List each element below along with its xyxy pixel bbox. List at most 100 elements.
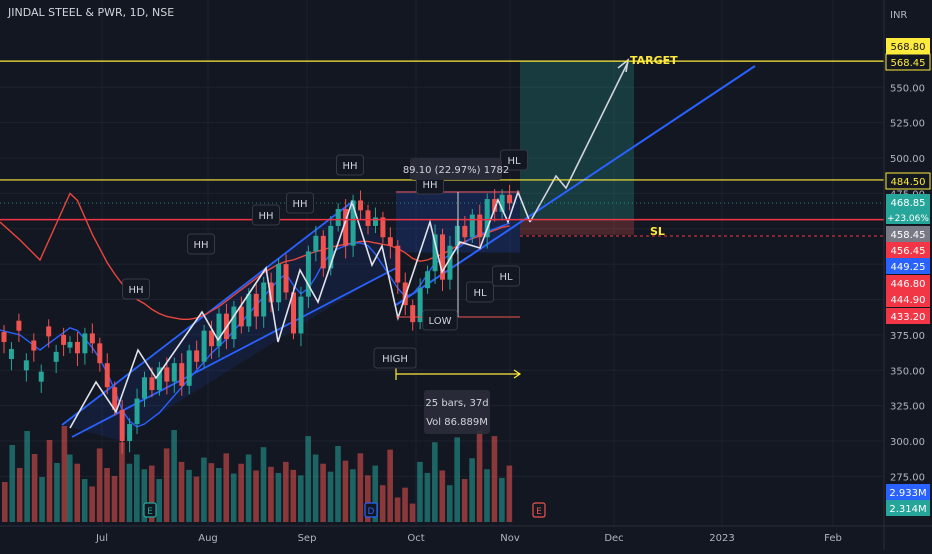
volume-bar: [67, 454, 73, 522]
volume-bar: [491, 436, 498, 522]
volume-bar: [424, 472, 431, 522]
volume-bar: [297, 475, 304, 522]
volume-bar: [81, 479, 88, 522]
volume-bar: [320, 463, 326, 522]
volume-bar: [439, 470, 446, 522]
symbol-title: JINDAL STEEL & PWR, 1D, NSE: [8, 6, 175, 19]
x-tick-label: Aug: [198, 533, 218, 544]
y-tick-label: 550.00: [890, 83, 925, 94]
bars-label: 25 bars, 37d: [425, 398, 488, 409]
swing-label-bg: [187, 233, 215, 255]
swing-label-bg: [492, 265, 520, 287]
swing-label: HH: [258, 211, 273, 222]
candle-body: [238, 306, 244, 327]
candle-body: [469, 214, 475, 238]
candle-body: [38, 371, 44, 382]
volume-bar: [193, 476, 200, 522]
candle-body: [343, 208, 349, 246]
candle-body: [454, 225, 460, 246]
stop-zone: [520, 220, 634, 235]
volume-bar: [417, 461, 423, 522]
event-marker-label: E: [536, 507, 542, 517]
price-tag: 458.45: [891, 230, 926, 241]
volume-bar: [171, 430, 177, 522]
x-tick-label: Oct: [407, 533, 424, 544]
volume-bar: [111, 476, 118, 522]
candle-body: [298, 296, 304, 334]
candle-body: [23, 360, 29, 371]
candle-body: [447, 245, 453, 280]
channel-lower-line: [71, 265, 401, 438]
price-tag: 444.90: [891, 295, 926, 306]
event-marker-label: D: [368, 507, 375, 517]
candle-body: [276, 264, 282, 303]
price-tag: 456.45: [891, 246, 926, 257]
volume-bar: [476, 430, 483, 522]
price-tag-bg: [886, 38, 930, 54]
change-tag-bg: [886, 210, 930, 224]
swing-label: LOW: [429, 316, 452, 327]
candle-body: [253, 293, 259, 317]
swing-label-bg: [336, 154, 364, 176]
swing-label-bg: [422, 309, 458, 331]
volume-bar: [312, 454, 319, 522]
candle-body: [231, 306, 237, 340]
swing-label-bg: [373, 347, 417, 369]
price-tag-bg: [886, 258, 930, 274]
swing-label-bg: [252, 204, 280, 226]
y-tick-label: 375.00: [890, 331, 925, 342]
candle-body: [499, 194, 505, 212]
candle-body: [305, 251, 311, 297]
candle-body: [350, 200, 356, 246]
candle-body: [119, 409, 125, 441]
volume-tag: 2.314M: [889, 504, 926, 515]
volume-bar: [365, 475, 371, 522]
y-tick-label: 525.00: [890, 119, 925, 130]
candle-body: [216, 313, 222, 347]
price-tag-bg: [886, 226, 930, 242]
volume-bar: [201, 457, 207, 522]
volume-bar: [335, 445, 341, 522]
price-tag-bg: [886, 194, 930, 210]
candle-body: [462, 225, 468, 238]
volume-bar: [54, 463, 60, 522]
volume-bar: [327, 471, 334, 522]
price-tag: 484.50: [891, 177, 926, 188]
candle-body: [171, 363, 177, 382]
volume-bar: [268, 466, 274, 522]
candle-body: [335, 208, 341, 226]
candle-body: [477, 214, 483, 238]
volume-bar: [372, 465, 379, 522]
price-tag-bg: [886, 308, 930, 324]
volume-bar: [454, 437, 460, 522]
measure-label: 89.10 (22.97%) 1782: [403, 165, 509, 176]
volume-tag-bg: [886, 500, 930, 516]
volume-bar: [379, 485, 386, 522]
candle-body: [440, 234, 445, 280]
volume-label: Vol 86.889M: [426, 417, 488, 428]
volume-bar: [402, 487, 408, 522]
volume-bar: [156, 479, 162, 522]
swing-label: HIGH: [382, 354, 408, 365]
price-tag-bg: [886, 275, 930, 291]
candle-body: [492, 199, 498, 212]
candle-body: [31, 340, 37, 351]
price-tag: 446.80: [891, 279, 926, 290]
volume-bar: [260, 447, 267, 522]
volume-bar: [208, 463, 215, 522]
swing-label: HH: [342, 161, 357, 172]
candle-body: [82, 333, 88, 354]
candle-body: [201, 330, 207, 362]
volume-bar: [134, 454, 140, 522]
volume-bar: [230, 473, 237, 522]
candle-body: [8, 349, 14, 360]
event-marker: [532, 502, 546, 518]
bars-label-bg: [424, 390, 490, 434]
volume-bar: [506, 465, 513, 522]
candle-body: [61, 334, 67, 345]
volume-bar: [357, 453, 364, 522]
price-tag-bg: [885, 172, 931, 190]
swing-label: HL: [507, 156, 521, 167]
